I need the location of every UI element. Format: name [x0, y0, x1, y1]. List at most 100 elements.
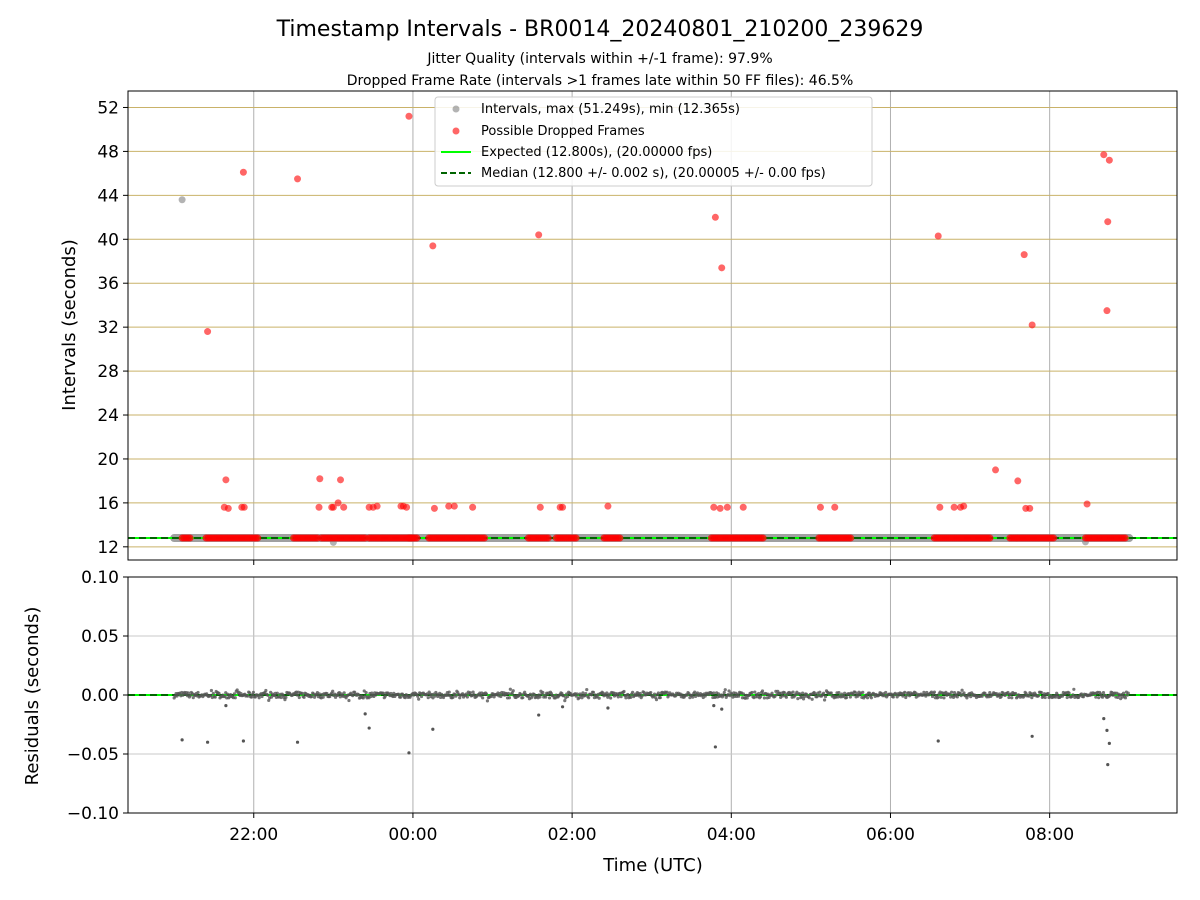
interval-point — [178, 196, 186, 204]
residual-point — [958, 691, 962, 695]
dropped-frame-point — [723, 503, 731, 511]
dropped-frame-point — [413, 534, 421, 542]
x-tick-label: 04:00 — [707, 825, 756, 845]
x-tick-label: 02:00 — [548, 825, 597, 845]
residuals-y-tick-label: −0.10 — [67, 804, 119, 824]
residual-point — [930, 694, 935, 699]
chart-subtitle-jitter: Jitter Quality (intervals within +/-1 fr… — [426, 51, 772, 67]
residual-point — [1054, 695, 1058, 699]
residual-point — [796, 697, 800, 701]
legend-marker-dropped — [452, 127, 460, 135]
dropped-frame-point — [831, 503, 839, 511]
residual-point — [249, 695, 254, 699]
residual-point — [901, 694, 905, 698]
intervals-axes-frame — [127, 90, 1178, 561]
residual-point — [538, 695, 542, 699]
residual-point — [638, 691, 642, 696]
residuals-y-axis-label: Residuals (seconds) — [22, 607, 43, 786]
residual-point — [716, 692, 721, 696]
residual-point — [235, 688, 239, 692]
residual-point — [191, 696, 195, 700]
residual-point — [472, 693, 476, 697]
residual-point — [584, 691, 588, 696]
residual-point — [575, 692, 579, 696]
dropped-frame-point — [373, 502, 381, 510]
residual-point — [302, 695, 306, 699]
dropped-frame-point — [934, 232, 942, 240]
residual-outlier-point — [431, 727, 435, 731]
residual-point — [629, 695, 633, 699]
residual-point — [507, 696, 511, 700]
residual-point — [454, 694, 458, 698]
residual-outlier-point — [1105, 728, 1109, 733]
residual-outlier-point — [1106, 763, 1110, 767]
residual-point — [1072, 687, 1076, 691]
residual-outlier-point — [295, 740, 300, 744]
dropped-frame-point — [405, 112, 413, 120]
residual-point — [856, 694, 860, 698]
intervals-y-ticks: 12 16 20 24 28 32 36 40 44 48 52 — [97, 98, 128, 558]
dropped-frame-point — [759, 534, 767, 542]
residual-point — [869, 696, 873, 700]
legend-label-median: Median (12.800 +/- 0.002 s), (20.00005 +… — [481, 166, 826, 181]
dropped-frame-point — [403, 503, 411, 511]
residual-point — [356, 693, 361, 697]
residual-point — [471, 690, 475, 694]
residual-point — [770, 691, 774, 695]
residual-point — [468, 691, 472, 695]
residual-point — [723, 688, 727, 692]
residual-point — [266, 693, 270, 697]
residual-point — [722, 690, 726, 695]
residual-point — [1027, 694, 1031, 698]
residual-point — [591, 690, 596, 694]
residual-point — [233, 696, 237, 700]
legend-box — [434, 96, 873, 187]
residual-point — [547, 696, 552, 700]
residual-point — [782, 691, 787, 695]
residual-point — [226, 692, 230, 696]
dropped-frame-point — [711, 213, 719, 221]
residual-point — [585, 687, 589, 692]
residual-point — [297, 695, 301, 700]
residual-point — [889, 692, 894, 696]
residual-point — [426, 696, 430, 700]
residual-outlier-point — [224, 704, 228, 708]
residual-point — [980, 694, 984, 698]
dropped-frame-point — [816, 503, 824, 511]
intervals-y-axis-label: Intervals (seconds) — [59, 239, 80, 411]
residual-point — [563, 699, 567, 703]
residual-point — [523, 690, 527, 694]
intervals-y-tick-label: 48 — [97, 142, 119, 162]
residual-point — [999, 694, 1003, 699]
residual-point — [800, 695, 804, 699]
dropped-frame-point — [445, 502, 453, 510]
x-tick-label: 08:00 — [1025, 825, 1074, 845]
residual-point — [521, 696, 525, 700]
dropped-frame-point — [1121, 534, 1129, 542]
residual-point — [1010, 696, 1014, 700]
residual-point — [616, 695, 620, 699]
dropped-frame-point — [240, 503, 248, 511]
dropped-frame-point — [604, 502, 612, 510]
legend-label-intervals: Intervals, max (51.249s), min (12.365s) — [481, 102, 740, 117]
residual-point — [952, 690, 957, 695]
residual-point — [451, 695, 455, 699]
dropped-frame-point — [616, 534, 624, 542]
residual-point — [622, 689, 626, 694]
residual-point — [417, 697, 421, 701]
residual-point — [807, 696, 811, 700]
dropped-frame-point — [337, 476, 345, 484]
intervals-y-tick-label: 16 — [97, 494, 119, 514]
residual-point — [1108, 693, 1112, 697]
residual-point — [211, 691, 215, 696]
residual-point — [1065, 695, 1069, 700]
residual-point — [300, 691, 304, 695]
intervals-y-tick-label: 36 — [97, 274, 119, 294]
residual-point — [279, 695, 283, 700]
residuals-x-ticks: 22:00 00:00 02:00 04:00 06:00 08:00 — [229, 813, 1074, 845]
residual-point — [217, 691, 221, 696]
residual-point — [342, 691, 346, 695]
dropped-frame-point — [334, 499, 342, 507]
residuals-panel: −0.10 −0.05 0.00 0.05 0.10 22:00 00:00 02:00 04… — [22, 568, 1178, 876]
dropped-frame-point — [315, 503, 323, 511]
